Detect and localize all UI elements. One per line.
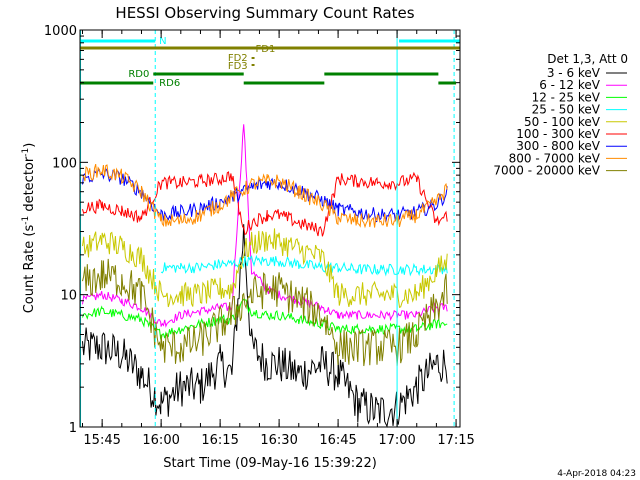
series-line — [82, 228, 448, 308]
y-tick-label: 1000 — [44, 24, 77, 39]
legend-entry-label: 25 - 50 keV — [532, 103, 601, 117]
interval-label: FD3 — [228, 61, 248, 72]
legend-entry-label: 300 - 800 keV — [516, 139, 600, 153]
interval-label: FD1 — [256, 44, 276, 55]
legend-entry-label: 3 - 6 keV — [547, 66, 601, 80]
series-line — [82, 167, 448, 223]
interval-label: N — [159, 36, 166, 47]
series-line — [82, 171, 448, 237]
series-line — [160, 254, 448, 277]
legend-entry-label: 12 - 25 keV — [532, 90, 601, 104]
x-tick-label: 16:00 — [142, 433, 179, 448]
legend-entry-label: 50 - 100 keV — [524, 115, 601, 129]
series-line — [82, 163, 448, 229]
legend-entry-label: 7000 - 20000 keV — [493, 164, 600, 178]
plot-frame — [79, 29, 461, 428]
interval-label: RD0 — [128, 69, 149, 80]
interval-label: FD2 — [228, 53, 248, 64]
y-axis-label: Count Rate (s-1 detector-1) — [21, 143, 37, 314]
legend-entry-label: 100 - 300 keV — [516, 127, 600, 141]
x-tick-label: 15:45 — [83, 433, 120, 448]
x-tick-label: 17:15 — [437, 433, 474, 448]
y-tick-label: 1 — [69, 421, 77, 436]
series-line — [82, 258, 448, 367]
legend-entry-label: 6 - 12 keV — [539, 78, 601, 92]
x-tick-label: 16:45 — [319, 433, 356, 448]
series-line — [82, 224, 448, 428]
x-axis: 15:45 16:00 16:15 16:30 16:45 17:00 17:15 — [81, 30, 475, 448]
y-axis: 1 10 100 1000 — [44, 24, 460, 436]
legend-header: Det 1,3, Att 0 — [547, 52, 628, 66]
footer-timestamp: 4-Apr-2018 04:23 — [557, 469, 636, 479]
series-line — [82, 298, 448, 341]
x-tick-label: 16:30 — [260, 433, 297, 448]
legend-entry-label: 800 - 7000 keV — [509, 151, 601, 165]
x-axis-label: Start Time (09-May-16 15:39:22) — [163, 456, 377, 471]
x-tick-label: 16:15 — [201, 433, 238, 448]
chart-title: HESSI Observing Summary Count Rates — [115, 4, 414, 22]
interval-label: RD6 — [159, 78, 180, 89]
x-tick-label: 17:00 — [378, 433, 415, 448]
y-tick-label: 10 — [60, 289, 77, 304]
y-tick-label: 100 — [52, 156, 77, 171]
